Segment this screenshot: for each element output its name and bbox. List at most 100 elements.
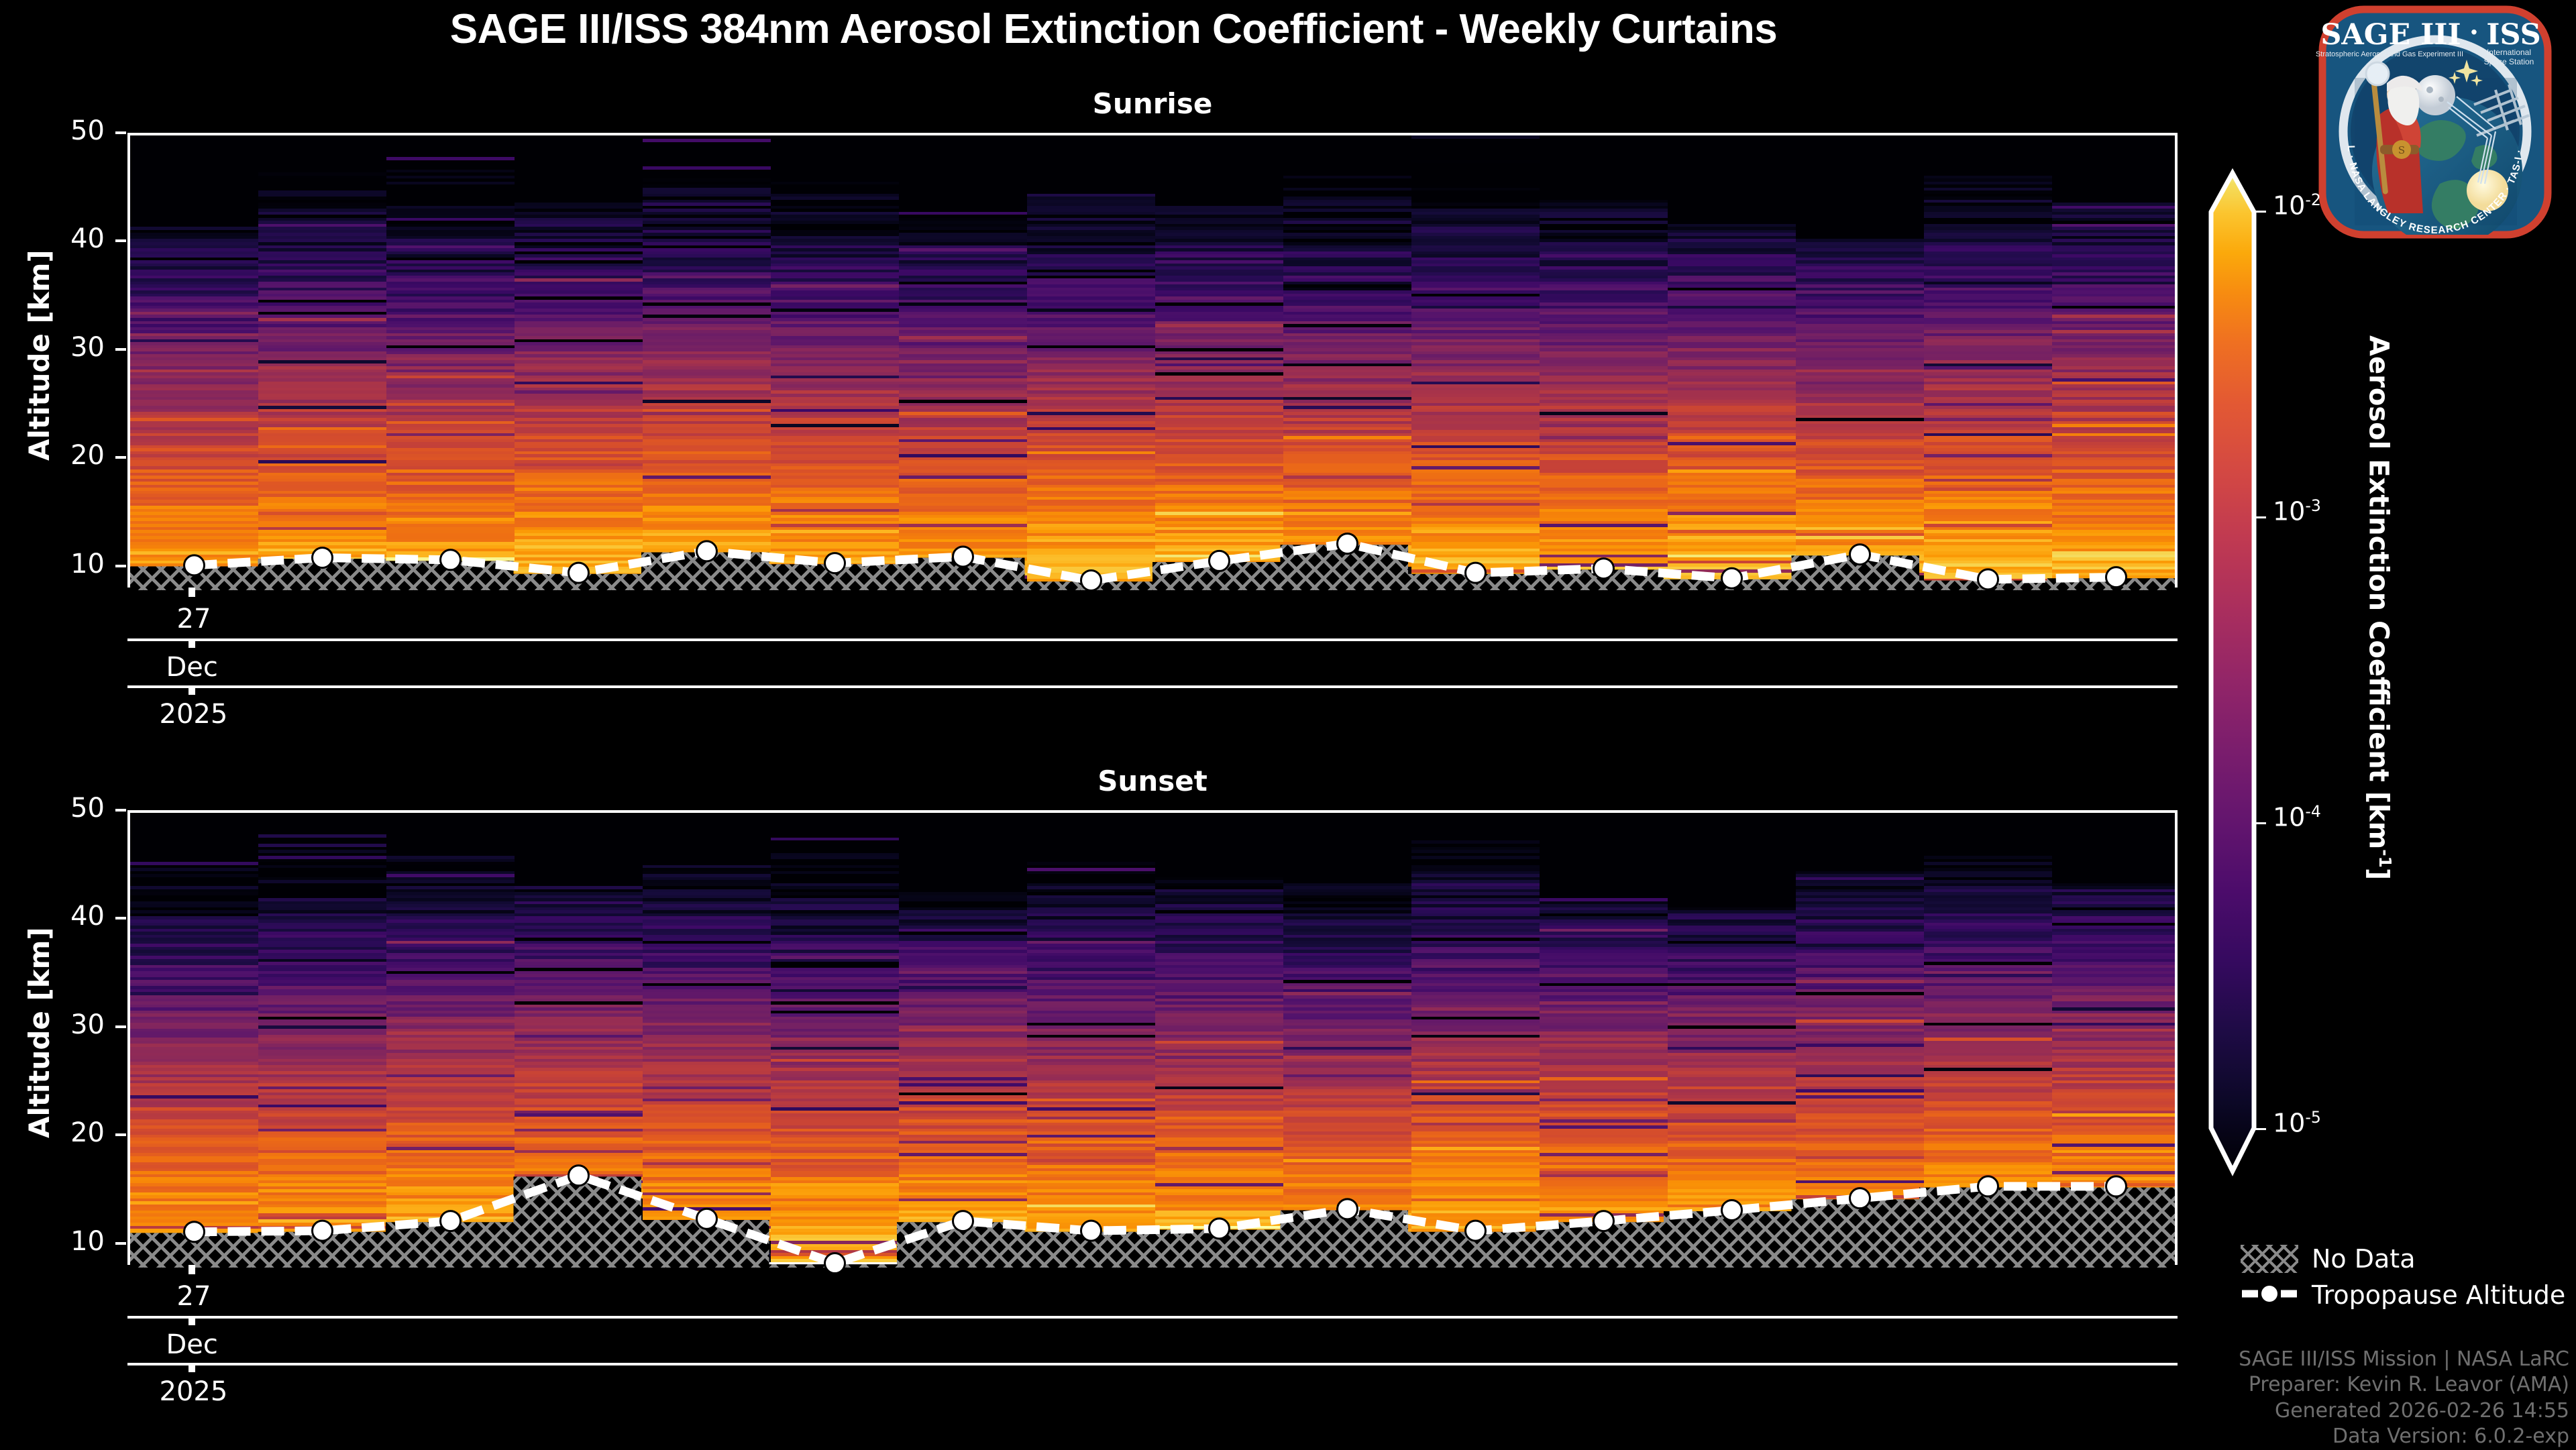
heatmap-cell (643, 381, 771, 385)
heatmap-cell (643, 457, 771, 461)
heatmap-cell (258, 1067, 387, 1071)
heatmap-cell (130, 1064, 259, 1068)
heatmap-cell (771, 238, 900, 242)
heatmap-cell (1155, 150, 1284, 154)
heatmap-cell (1283, 211, 1412, 215)
heatmap-cell (1283, 284, 1412, 288)
heatmap-cell (130, 184, 259, 188)
heatmap-cell (258, 934, 387, 938)
heatmap-cell (1668, 447, 1796, 451)
footer-line-version: Data Version: 6.0.2-exp (2332, 1425, 2569, 1449)
heatmap-cell (1796, 402, 1925, 406)
heatmap-cell (1540, 287, 1668, 291)
heatmap-cell (1411, 190, 1540, 194)
heatmap-cell (2052, 496, 2175, 500)
heatmap-cell (1027, 272, 1156, 276)
heatmap-cell (643, 317, 771, 321)
heatmap-cell (1155, 262, 1284, 267)
heatmap-cell (643, 471, 771, 476)
heatmap-cell (1283, 356, 1412, 361)
heatmap-cell (771, 302, 900, 306)
heatmap-cell (1924, 411, 2053, 415)
heatmap-cell (1283, 341, 1412, 345)
heatmap-cell (1027, 205, 1156, 209)
heatmap-cell (130, 1013, 259, 1017)
heatmap-cell (1540, 232, 1668, 236)
logo-subtitle-right-line1: International (2487, 48, 2531, 57)
heatmap-cell (1411, 344, 1540, 349)
heatmap-cell (258, 1070, 387, 1074)
heatmap-cell (771, 508, 900, 512)
heatmap-cell (258, 353, 387, 357)
heatmap-cell (258, 1109, 387, 1114)
heatmap-cell (1283, 514, 1412, 518)
heatmap-cell (1283, 511, 1412, 515)
heatmap-cell (258, 1149, 387, 1154)
heatmap-cell (130, 1101, 259, 1105)
heatmap-cell (771, 402, 900, 406)
heatmap-cell (1668, 247, 1796, 252)
heatmap-cell (258, 1101, 387, 1105)
heatmap-cell (515, 369, 643, 373)
heatmap-cell (2052, 199, 2175, 203)
heatmap-cell (2052, 369, 2175, 373)
tropopause-marker (439, 1210, 462, 1233)
heatmap-cell (1283, 178, 1412, 182)
heatmap-cell (515, 453, 643, 457)
heatmap-cell (258, 420, 387, 425)
heatmap-cell (1411, 186, 1540, 191)
heatmap-cell (899, 262, 1028, 267)
tropopause-marker (1721, 567, 1743, 590)
heatmap-cell (1540, 432, 1668, 437)
heatmap-cell (643, 369, 771, 373)
heatmap-cell (2052, 305, 2175, 309)
heatmap-cell (1027, 223, 1156, 227)
heatmap-cell (1540, 272, 1668, 276)
heatmap-cell (643, 490, 771, 494)
heatmap-cell (899, 190, 1028, 194)
heatmap-cell (130, 819, 259, 823)
heatmap-cell (899, 268, 1028, 273)
y-axis-tick-label: 10 (70, 1225, 105, 1257)
heatmap-cell (386, 1046, 515, 1050)
plot-area-sunset[interactable] (127, 810, 2178, 1275)
heatmap-cell (1027, 154, 1156, 158)
heatmap-cell (386, 955, 515, 959)
heatmap-cell (1283, 405, 1412, 409)
heatmap-cell (1796, 184, 1925, 188)
heatmap-cell (1924, 381, 2053, 385)
heatmap-cell (1796, 208, 1925, 212)
heatmap-cell (1411, 417, 1540, 421)
plot-area-sunrise[interactable] (127, 133, 2178, 592)
heatmap-cell (1155, 178, 1284, 182)
heatmap-cell (1411, 323, 1540, 327)
heatmap-cell (1924, 505, 2053, 509)
heatmap-cell (515, 184, 643, 188)
heatmap-cell (1411, 399, 1540, 403)
heatmap-cell (1796, 244, 1925, 249)
heatmap-cell (1027, 465, 1156, 469)
heatmap-cell (1540, 457, 1668, 461)
heatmap-cell (1668, 514, 1796, 518)
heatmap-cell (515, 217, 643, 221)
heatmap-cell (258, 302, 387, 306)
heatmap-cell (130, 223, 259, 227)
heatmap-cell (771, 493, 900, 497)
heatmap-cell (1155, 408, 1284, 412)
heatmap-cell (258, 1137, 387, 1141)
heatmap-cell (643, 508, 771, 512)
heatmap-cell (2052, 372, 2175, 376)
heatmap-cell (643, 290, 771, 294)
heatmap-cell (386, 274, 515, 279)
heatmap-cell (643, 235, 771, 239)
heatmap-cell (386, 931, 515, 935)
heatmap-cell (1155, 135, 1284, 140)
heatmap-cell (899, 390, 1028, 394)
heatmap-cell (1540, 484, 1668, 488)
heatmap-cell (130, 864, 259, 869)
heatmap-cell (771, 341, 900, 345)
heatmap-cell (258, 490, 387, 494)
heatmap-cell (130, 490, 259, 494)
heatmap-cell (386, 284, 515, 288)
heatmap-cell (1027, 469, 1156, 473)
